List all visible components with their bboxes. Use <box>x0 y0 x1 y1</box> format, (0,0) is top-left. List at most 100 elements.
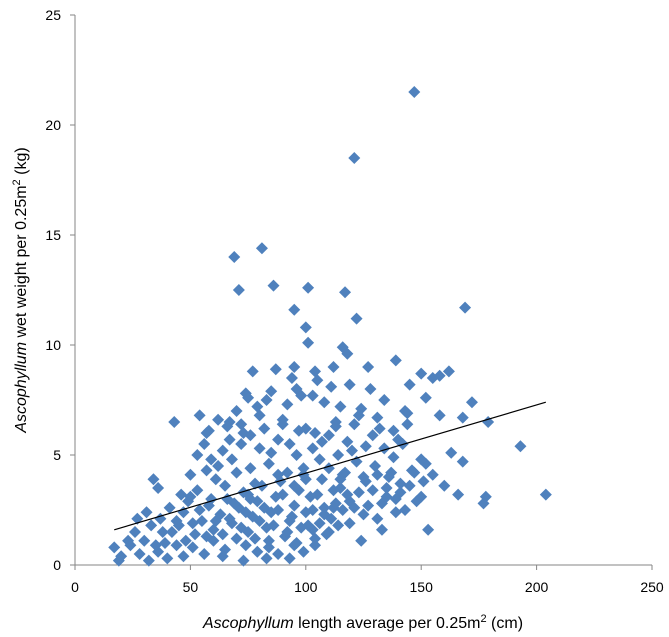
data-point <box>408 86 421 98</box>
x-tick-label: 150 <box>410 579 434 595</box>
data-point <box>341 347 354 360</box>
data-point <box>410 495 423 508</box>
data-point <box>179 534 192 547</box>
data-point <box>193 504 206 516</box>
data-point <box>175 488 188 501</box>
data-point <box>403 378 416 391</box>
data-point <box>355 534 368 547</box>
y-axis-title-unit: (kg) <box>13 147 30 179</box>
data-point <box>315 435 328 448</box>
data-point <box>253 515 266 527</box>
data-points <box>108 86 552 567</box>
data-point <box>255 242 268 255</box>
data-point <box>145 519 158 532</box>
data-point <box>465 396 478 409</box>
data-point <box>267 519 280 532</box>
data-point <box>216 444 229 457</box>
data-point <box>359 475 372 488</box>
data-point <box>299 506 312 519</box>
x-axis-title-unit: (cm) <box>487 615 523 632</box>
data-point <box>345 444 358 457</box>
data-point <box>375 523 388 536</box>
data-point <box>322 429 335 442</box>
data-point <box>232 284 245 296</box>
data-point <box>302 336 315 349</box>
data-point <box>336 504 349 516</box>
data-point <box>177 506 190 519</box>
data-point <box>422 523 435 536</box>
data-point <box>272 504 285 516</box>
data-point <box>482 416 495 428</box>
data-point <box>371 512 384 525</box>
y-tick-label: 15 <box>45 227 61 243</box>
data-point <box>514 440 527 453</box>
data-point <box>364 383 377 395</box>
data-point <box>288 499 301 512</box>
data-point <box>165 526 178 538</box>
data-point <box>442 365 455 378</box>
data-point <box>281 526 294 538</box>
data-point <box>380 490 393 503</box>
data-point <box>366 484 379 497</box>
data-point <box>348 418 361 431</box>
data-point <box>170 539 183 552</box>
data-point <box>477 497 490 510</box>
data-point <box>382 471 395 483</box>
data-point <box>378 394 391 406</box>
data-point <box>285 372 298 384</box>
data-point <box>163 501 176 514</box>
data-point <box>357 508 370 521</box>
data-point <box>260 394 273 406</box>
data-point <box>433 409 446 422</box>
data-point <box>235 521 248 534</box>
data-point <box>401 407 414 420</box>
x-tick-label: 0 <box>71 579 79 595</box>
data-point <box>225 453 238 466</box>
axes: 0 50 100 150 200 250 0 5 10 15 20 25 <box>45 7 663 595</box>
data-point <box>456 455 469 468</box>
data-point <box>189 528 202 541</box>
data-point <box>198 438 211 450</box>
data-point <box>239 539 252 552</box>
data-point <box>230 405 243 417</box>
y-axis-title-text: wet weight per 0.25m <box>13 185 30 342</box>
data-point <box>228 251 241 263</box>
data-point <box>283 552 296 565</box>
data-point <box>272 468 285 481</box>
data-point <box>223 512 236 525</box>
data-point <box>438 479 451 492</box>
data-point <box>235 438 248 450</box>
data-point <box>159 537 172 549</box>
data-point <box>325 512 338 525</box>
data-point <box>242 391 255 404</box>
data-point <box>309 365 322 378</box>
data-point <box>283 438 296 450</box>
data-point <box>191 449 204 461</box>
data-point <box>191 484 204 497</box>
data-point <box>332 449 345 461</box>
data-point <box>306 442 319 455</box>
data-point <box>362 361 375 373</box>
data-point <box>325 380 338 393</box>
y-axis-title-species: Ascophyllum <box>13 342 30 434</box>
data-point <box>380 482 393 494</box>
data-point <box>258 501 271 514</box>
data-point <box>389 354 402 367</box>
data-point <box>297 462 310 475</box>
data-point <box>290 537 303 549</box>
data-point <box>327 484 340 497</box>
data-point <box>276 488 289 501</box>
x-axis-title-species: Ascophyllum <box>202 615 294 632</box>
data-point <box>142 554 155 567</box>
data-point <box>235 418 248 431</box>
trendline <box>114 401 547 531</box>
data-point <box>193 409 206 422</box>
data-point <box>302 281 315 294</box>
data-point <box>285 510 298 523</box>
data-point <box>341 435 354 448</box>
data-point <box>295 521 308 534</box>
data-point <box>251 545 264 558</box>
data-point <box>295 389 308 402</box>
data-point <box>272 433 285 446</box>
